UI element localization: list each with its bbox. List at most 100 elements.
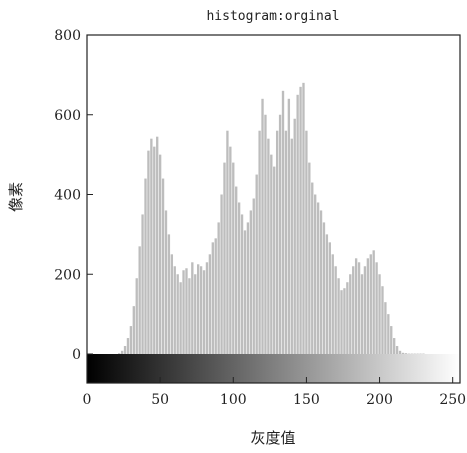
histogram-bar: [305, 130, 308, 354]
histogram-bar: [278, 114, 282, 354]
histogram-bar: [243, 230, 247, 354]
histogram-bar: [214, 238, 217, 354]
histogram-bar: [167, 234, 171, 355]
histogram-bar: [378, 274, 381, 354]
histogram-bar: [346, 282, 349, 354]
histogram-bar: [398, 350, 402, 354]
histogram-bar: [182, 270, 185, 354]
y-tick-label: 400: [54, 188, 81, 204]
histogram-bar: [314, 194, 317, 354]
histogram-bar: [176, 274, 179, 354]
histogram-bar: [316, 202, 320, 354]
histogram-bar: [217, 222, 220, 354]
histogram-bar: [191, 262, 194, 354]
histogram-bar: [293, 118, 296, 355]
histogram-bar: [205, 262, 209, 354]
histogram-bar: [308, 162, 311, 354]
histogram-bar: [235, 186, 238, 354]
histogram-bar: [120, 350, 124, 354]
plot-frame: [86, 34, 461, 384]
y-axis: 0 200 400 600 800: [54, 28, 93, 363]
histogram-bar: [349, 274, 352, 354]
histogram-bar: [264, 114, 267, 354]
histogram-bar: [252, 198, 255, 354]
histogram-bar: [369, 254, 372, 354]
x-tick-label: 200: [366, 392, 393, 408]
chart-title: histogram:orginal: [206, 9, 339, 24]
histogram-bar: [258, 130, 261, 354]
histogram-bar: [240, 214, 244, 354]
histogram-bar: [223, 162, 226, 354]
histogram-bar: [393, 338, 396, 354]
histogram-bar: [147, 150, 150, 354]
histogram-bar: [138, 246, 141, 354]
histogram-bar: [129, 326, 133, 354]
histogram-bar: [118, 353, 121, 354]
histogram-bar: [220, 194, 223, 354]
histogram-bar: [273, 166, 276, 354]
histogram-bar: [197, 264, 200, 354]
y-axis-label: 像素: [7, 182, 25, 212]
histogram-bar: [343, 288, 346, 354]
histogram-bar: [331, 254, 334, 354]
histogram-bar: [202, 270, 206, 354]
histogram-bar: [199, 266, 203, 354]
histogram-bar: [366, 258, 370, 354]
histogram-bar: [161, 178, 165, 354]
histogram-bar: [194, 274, 197, 354]
histogram-bar: [144, 178, 147, 354]
histogram-bar: [404, 353, 408, 354]
y-tick-label: 600: [54, 108, 81, 124]
histogram-bar: [340, 290, 343, 354]
histogram-bar: [311, 182, 314, 354]
y-tick-label: 200: [54, 267, 81, 283]
x-axis-label: 灰度值: [250, 429, 295, 447]
histogram-bar: [322, 222, 326, 354]
histogram-bar: [372, 250, 375, 354]
histogram-bar: [334, 266, 337, 354]
histogram-bar: [302, 82, 305, 354]
histogram-bar: [232, 162, 235, 354]
histogram-bar: [384, 302, 387, 354]
histogram-bar: [325, 234, 329, 355]
x-axis: 0 50 100 150 200 250: [83, 377, 466, 408]
histogram-bar: [390, 326, 393, 354]
histogram-bar: [123, 346, 127, 354]
histogram-bar: [401, 352, 405, 354]
x-tick-label: 0: [83, 392, 92, 408]
histogram-bar: [179, 282, 182, 354]
histogram-bar: [287, 98, 291, 354]
histogram-bar: [164, 210, 168, 354]
histogram-bar: [296, 94, 299, 354]
x-tick-label: 150: [293, 392, 320, 408]
histogram-bar: [357, 262, 361, 354]
histogram-bar: [158, 154, 162, 355]
grayscale-colorbar: [87, 354, 460, 383]
histogram-bar: [267, 138, 270, 354]
histogram-bars: [118, 82, 425, 355]
histogram-bar: [135, 278, 138, 354]
x-tick-label: 50: [151, 392, 169, 408]
histogram-bar: [255, 174, 258, 354]
histogram-bar: [237, 202, 241, 354]
histogram-bar: [208, 254, 212, 354]
histogram-bar: [156, 136, 159, 354]
histogram-bar: [261, 98, 264, 354]
histogram-bar: [150, 138, 153, 354]
histogram-bar: [126, 338, 130, 354]
histogram-bar: [337, 278, 340, 354]
histogram-bar: [270, 154, 273, 355]
histogram-bar: [328, 242, 331, 354]
histogram-bar: [375, 262, 378, 354]
histogram-bar: [395, 346, 399, 354]
histogram-bar: [173, 266, 176, 354]
histogram-bar: [249, 210, 252, 354]
histogram-bar: [275, 130, 279, 354]
histogram-bar: [352, 266, 355, 354]
y-tick-label: 0: [72, 347, 81, 363]
histogram-bar: [185, 268, 188, 354]
histogram-bar: [141, 214, 144, 354]
histogram-bar: [153, 146, 156, 354]
